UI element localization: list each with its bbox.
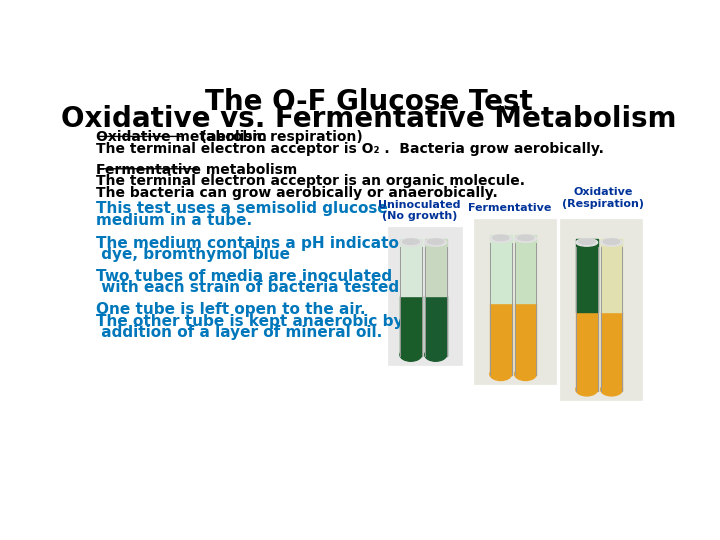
Ellipse shape <box>492 235 509 240</box>
Bar <box>515 235 536 302</box>
Bar <box>600 239 622 312</box>
Ellipse shape <box>600 383 622 396</box>
Ellipse shape <box>518 235 534 240</box>
Text: medium in a tube.: medium in a tube. <box>96 213 252 228</box>
Ellipse shape <box>576 239 598 246</box>
Ellipse shape <box>600 239 622 246</box>
Text: The O-F Glucose Test: The O-F Glucose Test <box>205 88 533 116</box>
Text: The medium contains a pH indicator: The medium contains a pH indicator <box>96 236 407 251</box>
Ellipse shape <box>402 239 419 244</box>
Text: Uninoculated
(No growth): Uninoculated (No growth) <box>378 199 461 221</box>
Ellipse shape <box>579 239 595 244</box>
Text: The terminal electron acceptor is O₂ .  Bacteria grow aerobically.: The terminal electron acceptor is O₂ . B… <box>96 142 604 156</box>
Ellipse shape <box>425 239 446 246</box>
Text: Fermentative: Fermentative <box>467 202 551 213</box>
Text: Two tubes of media are inoculated: Two tubes of media are inoculated <box>96 269 392 284</box>
Text: addition of a layer of mineral oil.: addition of a layer of mineral oil. <box>96 325 382 340</box>
Ellipse shape <box>400 239 422 246</box>
Text: dye, bromthymol blue: dye, bromthymol blue <box>96 247 290 262</box>
Ellipse shape <box>490 235 512 242</box>
Ellipse shape <box>425 348 446 361</box>
Bar <box>490 235 512 302</box>
Text: The other tube is kept anaerobic by: The other tube is kept anaerobic by <box>96 314 404 328</box>
Ellipse shape <box>400 348 422 361</box>
Text: Oxidative metabolism: Oxidative metabolism <box>96 130 267 144</box>
Ellipse shape <box>603 239 620 244</box>
Text: The terminal electron acceptor is an organic molecule.: The terminal electron acceptor is an org… <box>96 174 525 188</box>
Text: with each strain of bacteria tested.: with each strain of bacteria tested. <box>96 280 405 295</box>
Bar <box>576 239 598 312</box>
Bar <box>425 239 446 296</box>
Text: The bacteria can grow aerobically or anaerobically.: The bacteria can grow aerobically or ana… <box>96 186 498 200</box>
Ellipse shape <box>515 368 536 381</box>
Bar <box>560 219 642 400</box>
Bar <box>400 296 422 356</box>
Ellipse shape <box>490 368 512 381</box>
Ellipse shape <box>576 383 598 396</box>
Text: One tube is left open to the air.: One tube is left open to the air. <box>96 302 366 317</box>
Bar <box>515 302 536 375</box>
Bar <box>474 219 556 384</box>
Ellipse shape <box>428 239 444 244</box>
Text: Oxidative vs. Fermentative Metabolism: Oxidative vs. Fermentative Metabolism <box>61 105 677 133</box>
Bar <box>388 226 462 365</box>
Text: (aerobic respiration): (aerobic respiration) <box>186 130 363 144</box>
Bar <box>576 312 598 391</box>
Bar <box>400 239 422 296</box>
Bar <box>425 296 446 356</box>
Bar <box>490 302 512 375</box>
Ellipse shape <box>515 235 536 242</box>
Bar <box>600 312 622 391</box>
Text: Oxidative
(Respiration): Oxidative (Respiration) <box>562 187 644 209</box>
Text: This test uses a semisolid glucose: This test uses a semisolid glucose <box>96 201 388 216</box>
Text: Fermentative metabolism: Fermentative metabolism <box>96 163 297 177</box>
